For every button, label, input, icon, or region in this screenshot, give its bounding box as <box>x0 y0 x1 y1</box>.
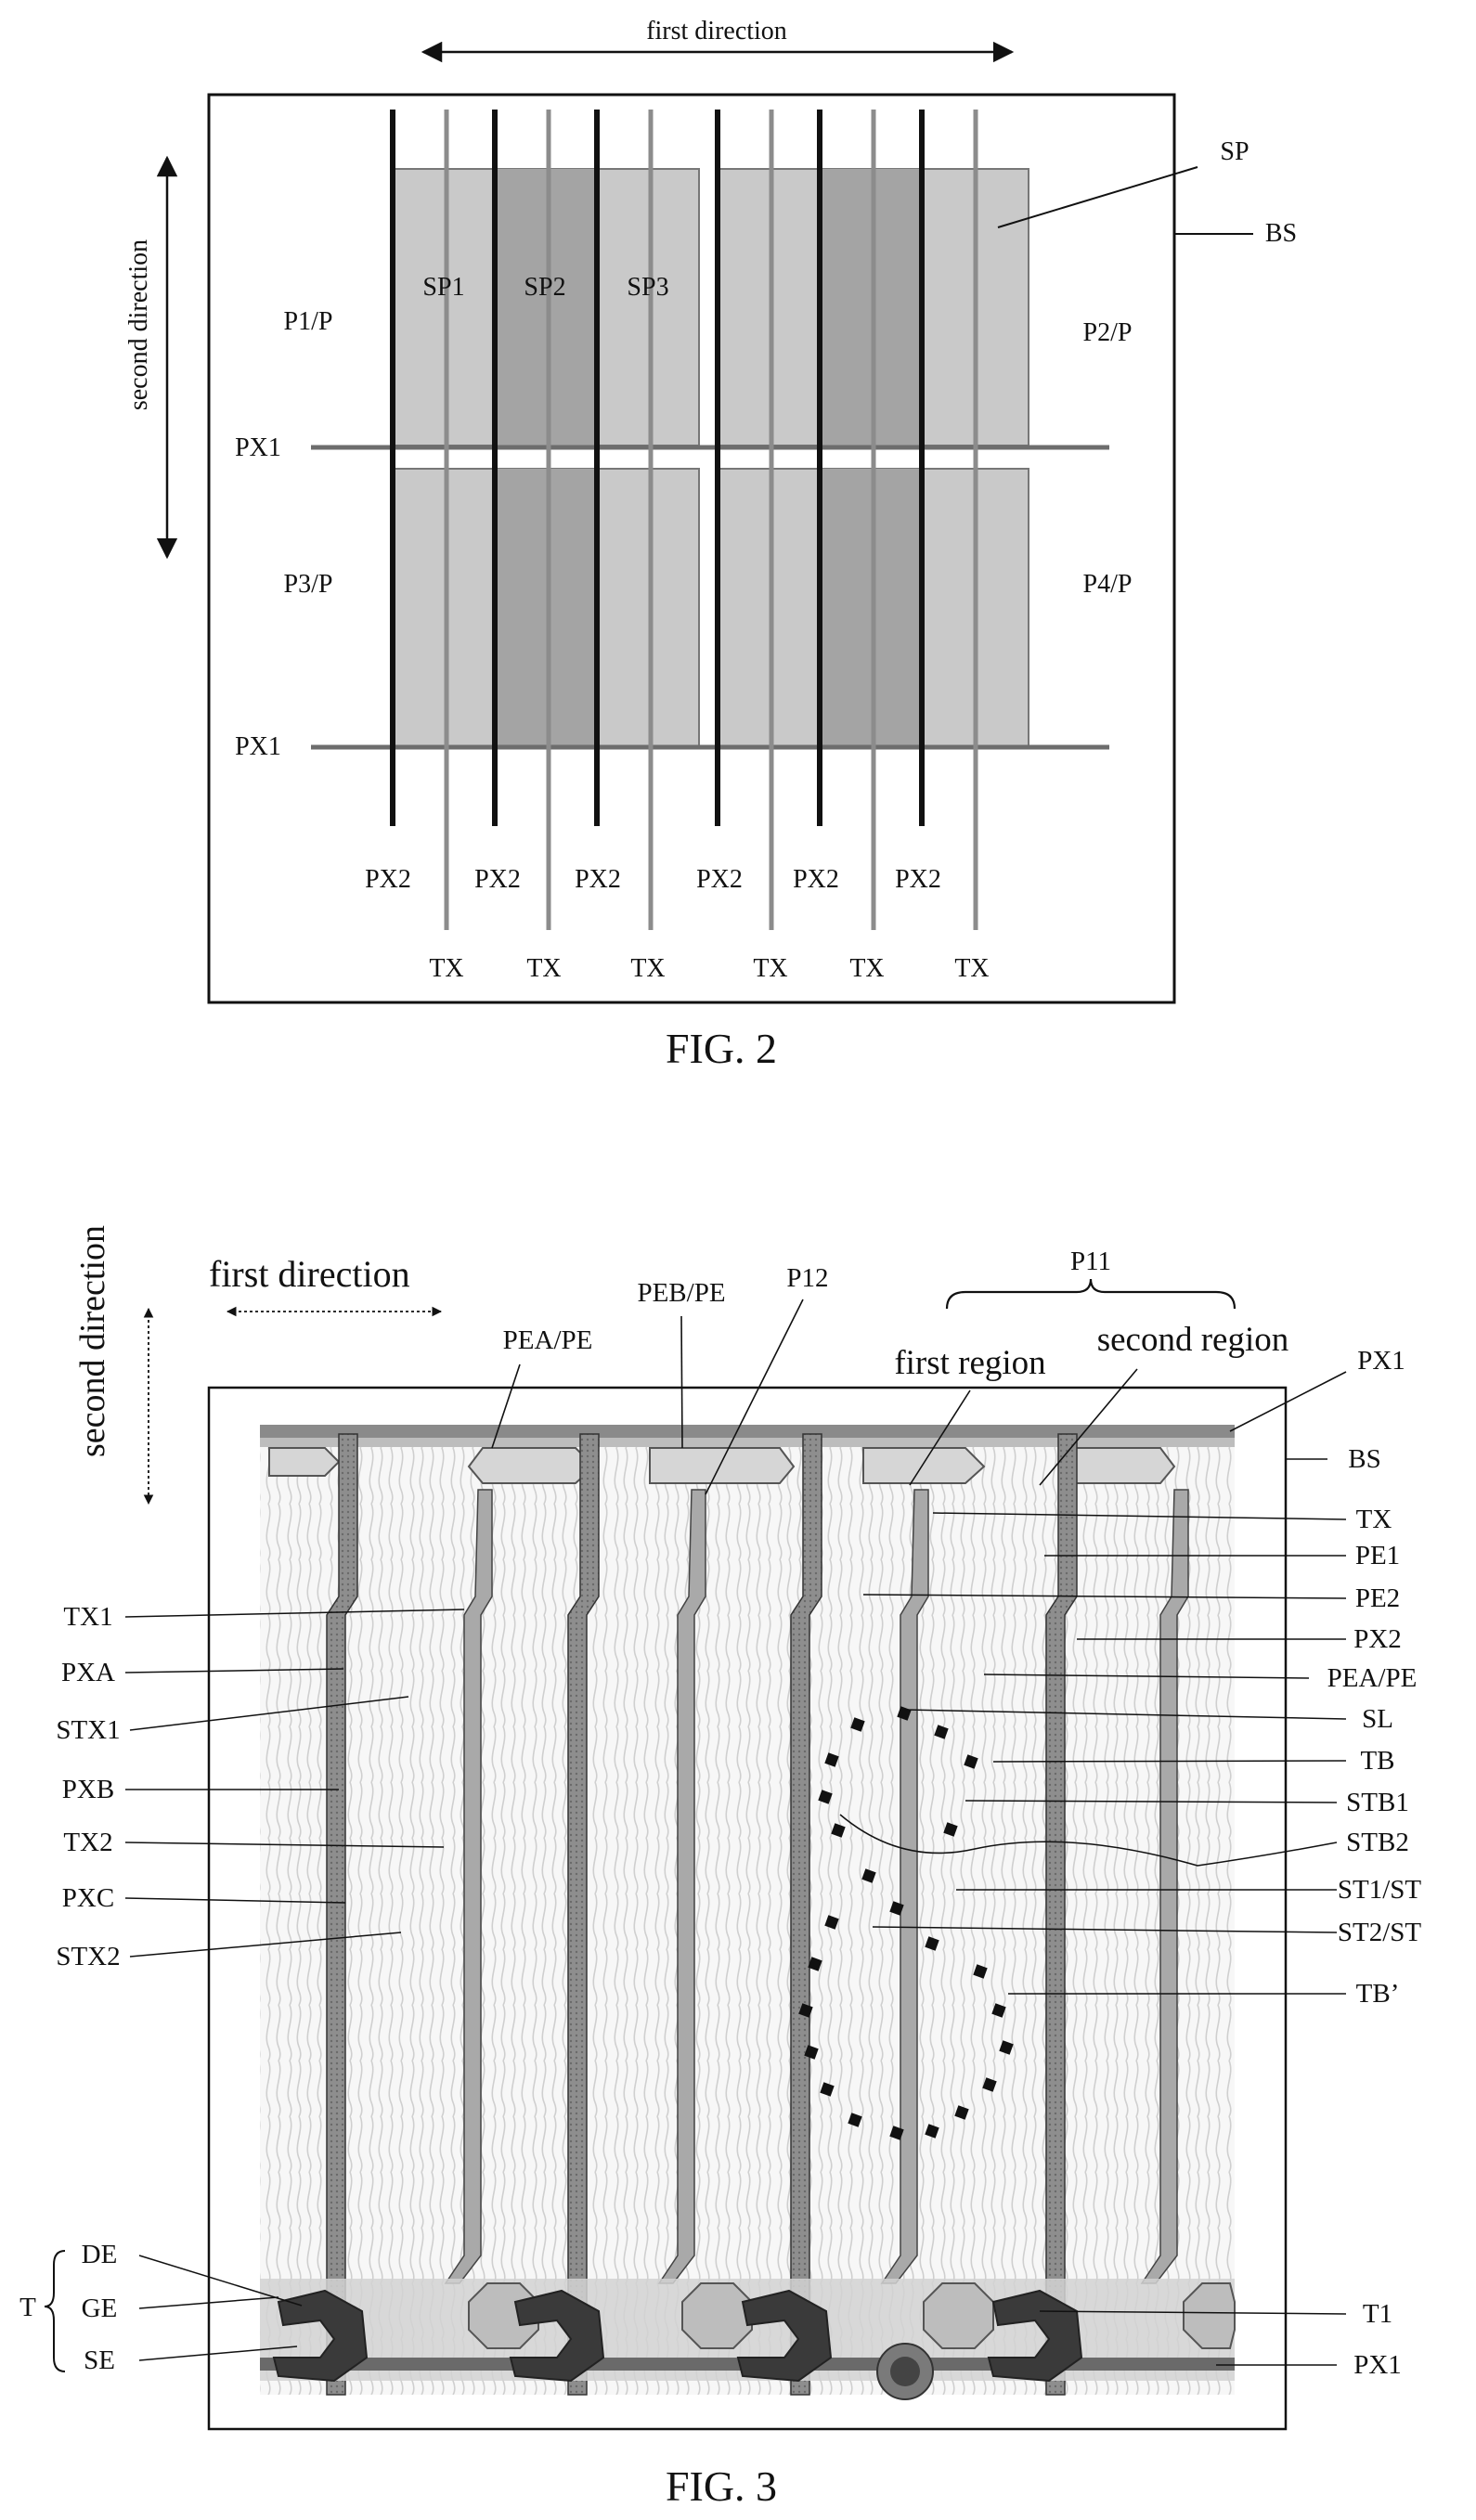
t-group-label: T <box>19 2293 36 2322</box>
fig2-tx-lines <box>444 110 978 930</box>
first-region-leader <box>909 1389 971 1486</box>
pe2-label: PE2 <box>1355 1583 1400 1613</box>
stx1-label: STX1 <box>56 1715 120 1745</box>
tx-label: TX <box>849 954 884 983</box>
tx-right-label: TX <box>1356 1505 1392 1534</box>
p12-leader <box>705 1299 804 1495</box>
st1-st-label: ST1/ST <box>1338 1875 1422 1905</box>
fig2-tx-label-row: TX TX TX TX TX TX <box>429 954 989 983</box>
fig2-px1-label-top: PX1 <box>235 433 281 462</box>
t1-label: T1 <box>1363 2299 1392 2329</box>
tx-label: TX <box>954 954 989 983</box>
p12-label: P12 <box>786 1263 828 1293</box>
tx-columns <box>444 1489 1189 2284</box>
pixel-electrode-field <box>260 1425 1235 2395</box>
second-region-leader <box>1039 1368 1138 1486</box>
fig2: first direction second direction <box>124 17 1297 1072</box>
tb-prime-label: TB’ <box>1356 1979 1400 2009</box>
tx-label: TX <box>526 954 561 983</box>
px2-columns <box>326 1433 1078 2396</box>
sl-label: SL <box>1362 1704 1393 1734</box>
px2-label: PX2 <box>895 865 941 894</box>
px2-right-label: PX2 <box>1353 1624 1402 1654</box>
subpixel-SP2-P3 <box>495 469 597 747</box>
px2-label: PX2 <box>696 865 743 894</box>
px1-bar-top <box>260 1425 1235 1438</box>
pe1-label: PE1 <box>1355 1541 1400 1570</box>
px2-label: PX2 <box>365 865 411 894</box>
tx1-label: TX1 <box>63 1602 112 1632</box>
fig3-px1-top-label: PX1 <box>1357 1346 1405 1376</box>
se-label: SE <box>84 2346 115 2375</box>
px2-label: PX2 <box>793 865 839 894</box>
pea-pe-right-label: PEA/PE <box>1327 1663 1418 1693</box>
tx-label: TX <box>429 954 463 983</box>
subpixel-SP2-P1 <box>495 169 597 446</box>
via-core <box>890 2357 920 2386</box>
p4-label: P4/P <box>1083 570 1133 599</box>
fig2-px2-lines <box>390 110 925 826</box>
pea-pe-top-leader <box>491 1363 521 1449</box>
p11-brace <box>945 1278 1236 1310</box>
pea-pe-top-label: PEA/PE <box>503 1325 593 1355</box>
fig2-sp-label: SP <box>1220 137 1249 166</box>
first-region-label: first region <box>894 1344 1045 1382</box>
p3-label: P3/P <box>284 570 333 599</box>
fig2-sp-leader <box>997 166 1198 228</box>
fig3-left-labels: TX1 PXA STX1 PXB TX2 PXC STX2 <box>56 1602 465 1971</box>
stb1-label: STB1 <box>1346 1788 1409 1817</box>
peb-pe-label: PEB/PE <box>637 1278 725 1308</box>
sp2-label: SP2 <box>524 273 565 302</box>
sp1-label: SP1 <box>422 273 464 302</box>
p1-label: P1/P <box>284 307 333 336</box>
fig3-bs-label: BS <box>1348 1444 1380 1474</box>
ge-label: GE <box>82 2294 118 2323</box>
fig2-bs-label: BS <box>1265 219 1297 248</box>
stx2-label: STX2 <box>56 1942 120 1971</box>
subpixel-SP2-P4 <box>820 469 922 747</box>
contact-pads <box>468 2282 1236 2349</box>
fig3-transistor-labels: T DE GE SE <box>19 2240 303 2375</box>
transistors <box>272 2289 1083 2383</box>
pxa-label: PXA <box>61 1658 115 1687</box>
pe-pads-top <box>268 1447 1176 1484</box>
tb-dotted-path <box>798 1706 1014 2140</box>
pxc-label: PXC <box>62 1883 114 1913</box>
fig2-caption: FIG. 2 <box>666 1025 777 1072</box>
fig3-layout <box>260 1425 1236 2400</box>
fig3-first-direction-label: first direction <box>209 1253 410 1295</box>
px2-label: PX2 <box>474 865 521 894</box>
fig3: second direction first direction <box>19 1225 1421 2510</box>
stb2-label: STB2 <box>1346 1828 1409 1857</box>
tx-label: TX <box>630 954 665 983</box>
fig3-caption: FIG. 3 <box>666 2462 777 2510</box>
sp3-label: SP3 <box>627 273 668 302</box>
p2-label: P2/P <box>1083 318 1133 347</box>
tb-label: TB <box>1360 1746 1394 1776</box>
fig3-second-direction-label: second direction <box>73 1225 112 1457</box>
px2-label: PX2 <box>575 865 621 894</box>
fig3-px1-right-label: PX1 <box>1353 2350 1402 2380</box>
de-label: DE <box>82 2240 118 2269</box>
pxb-label: PXB <box>62 1775 114 1804</box>
fig3-right-labels: TX PE1 PE2 PX2 PEA/PE SL TB STB1 STB2 ST… <box>839 1505 1422 2380</box>
second-region-label: second region <box>1097 1321 1289 1359</box>
peb-pe-leader <box>680 1315 683 1449</box>
fig2-px1-label-bottom: PX1 <box>235 732 281 761</box>
fig2-px2-label-row: PX2 PX2 PX2 PX2 PX2 PX2 <box>365 865 941 894</box>
tx-label: TX <box>753 954 787 983</box>
st2-st-label: ST2/ST <box>1338 1918 1422 1947</box>
subpixel-SP2-P2 <box>820 169 922 446</box>
fig3-px1-top-leader <box>1229 1371 1347 1432</box>
t-brace <box>44 2250 66 2372</box>
tx2-label: TX2 <box>63 1828 112 1857</box>
px1-bar-top-edge <box>260 1438 1235 1447</box>
fig2-second-direction-label: second direction <box>124 239 153 410</box>
fig2-first-direction-label: first direction <box>646 17 787 45</box>
p11-label: P11 <box>1070 1247 1111 1276</box>
